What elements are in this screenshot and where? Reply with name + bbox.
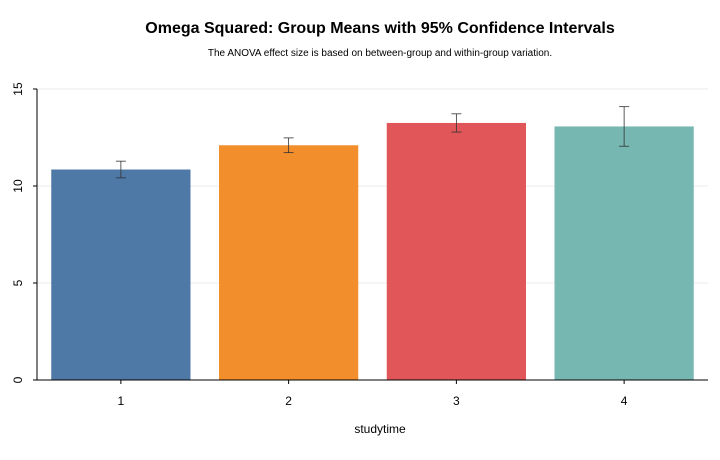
bar-1	[51, 169, 191, 380]
y-tick-label: 5	[11, 279, 25, 286]
x-tick-label: 1	[118, 394, 125, 408]
x-tick-label: 3	[453, 394, 460, 408]
y-tick-label: 15	[11, 82, 25, 96]
x-tick-label: 4	[621, 394, 628, 408]
bar-3	[386, 122, 526, 380]
bar-4	[554, 126, 694, 380]
y-tick-label: 10	[11, 179, 25, 193]
chart-subtitle: The ANOVA effect size is based on betwee…	[208, 48, 552, 59]
x-axis: 1 2 3 4	[37, 379, 708, 408]
bar-2	[219, 145, 359, 380]
y-axis: 0 5 10 15	[11, 82, 38, 383]
chart-title: Omega Squared: Group Means with 95% Conf…	[145, 20, 615, 37]
error-bars	[115, 106, 630, 179]
y-tick-label: 0	[11, 376, 25, 383]
bars	[51, 122, 694, 380]
x-tick-label: 2	[285, 394, 292, 408]
x-axis-title: studytime	[354, 422, 406, 436]
